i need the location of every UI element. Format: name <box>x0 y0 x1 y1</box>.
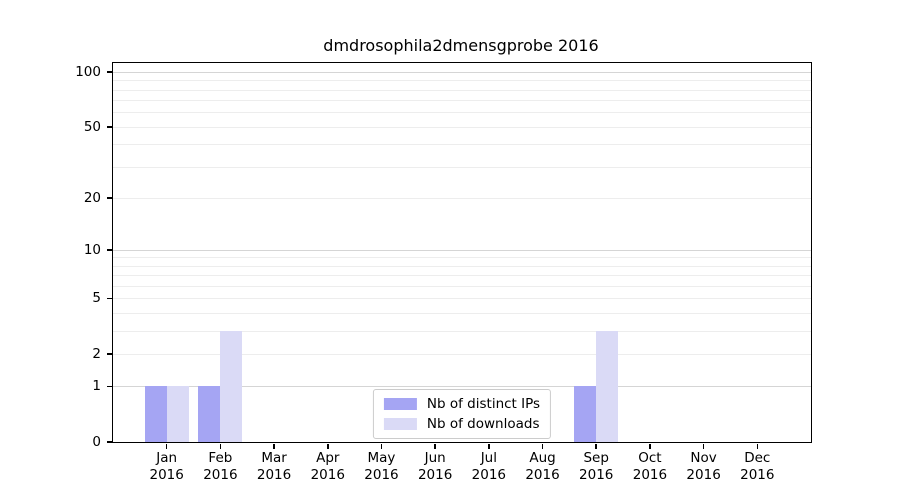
x-tick-mark <box>649 444 651 449</box>
legend-swatch <box>383 398 417 410</box>
x-tick-month: Feb <box>208 450 233 466</box>
y-tick-mark <box>106 126 112 128</box>
x-tick-label: May 2016 <box>349 450 413 484</box>
gridline-minor <box>113 330 811 332</box>
y-tick-label: 0 <box>92 434 101 450</box>
gridline-minor <box>113 257 811 259</box>
x-tick-year: 2016 <box>686 467 721 483</box>
gridline-minor <box>113 144 811 146</box>
legend-label: Nb of distinct IPs <box>426 396 541 412</box>
x-tick-year: 2016 <box>525 467 560 483</box>
y-tick-label: 100 <box>75 64 101 80</box>
gridline-minor <box>113 197 811 199</box>
y-tick-label: 50 <box>83 118 101 135</box>
x-tick-year: 2016 <box>579 467 614 483</box>
gridline-minor <box>113 112 811 114</box>
x-tick-year: 2016 <box>203 467 238 483</box>
x-tick-month: Jun <box>424 450 446 466</box>
gridline-minor <box>113 285 811 287</box>
x-tick-month: Jan <box>156 450 178 466</box>
y-tick-mark <box>106 71 112 73</box>
x-tick-mark <box>541 444 544 449</box>
legend: Nb of distinct IPs Nb of downloads <box>372 389 552 439</box>
x-tick-label: Dec 2016 <box>725 450 789 484</box>
gridline-major <box>113 249 811 251</box>
bar-downloads <box>596 330 619 442</box>
gridline-minor <box>113 298 811 300</box>
gridline-minor <box>113 265 811 267</box>
x-tick-month: Aug <box>529 450 556 466</box>
x-tick-label: Jun 2016 <box>403 450 467 484</box>
plot-area: 0 1 2 5 10 20 50 100 Jan 2016 Feb 2016 Mar 2016 Apr 20… <box>75 62 812 483</box>
x-tick-mark <box>219 444 222 449</box>
x-tick-label: Jan 2016 <box>135 450 199 484</box>
legend-item: Nb of distinct IPs <box>383 396 541 412</box>
x-tick-month: Oct <box>638 450 662 466</box>
legend-label: Nb of downloads <box>426 416 540 432</box>
y-tick-mark <box>106 249 112 251</box>
x-tick-label: Mar 2016 <box>242 450 306 484</box>
x-tick-year: 2016 <box>149 467 184 483</box>
x-tick-month: Nov <box>690 450 717 466</box>
x-tick-mark <box>488 444 490 449</box>
chart-title: dmdrosophila2dmensgprobe 2016 <box>323 36 599 55</box>
gridline-minor <box>113 166 811 168</box>
y-tick-mark <box>106 353 112 355</box>
x-tick-year: 2016 <box>632 467 668 483</box>
x-tick-label: Feb 2016 <box>188 450 252 484</box>
y-tick-mark <box>106 385 112 388</box>
x-tick-month: Dec <box>744 450 771 466</box>
y-tick-label: 20 <box>83 189 101 206</box>
x-tick-year: 2016 <box>256 467 292 483</box>
x-tick-mark <box>327 444 329 449</box>
x-tick-label: Oct 2016 <box>618 450 682 484</box>
x-tick-mark <box>434 444 436 449</box>
x-tick-month: Jul <box>480 450 497 466</box>
x-tick-year: 2016 <box>740 467 775 483</box>
x-tick-mark <box>273 444 275 449</box>
x-tick-year: 2016 <box>364 467 399 483</box>
y-tick-label: 2 <box>92 345 101 362</box>
gridline-major <box>113 386 811 388</box>
x-tick-mark <box>595 444 597 449</box>
legend-item: Nb of downloads <box>383 416 540 432</box>
bar-distinct-ips <box>198 386 221 442</box>
x-tick-label: Aug 2016 <box>511 450 575 484</box>
y-tick-label: 1 <box>92 378 101 395</box>
x-tick-mark <box>380 444 383 449</box>
x-tick-month: Mar <box>261 450 287 466</box>
x-tick-label: Apr 2016 <box>296 450 360 484</box>
gridline-minor <box>113 353 811 355</box>
x-tick-mark <box>165 444 168 449</box>
x-tick-month: Sep <box>583 450 609 466</box>
x-tick-mark <box>756 444 759 449</box>
gridline-minor <box>113 89 811 91</box>
legend-swatch <box>383 418 417 430</box>
gridline-minor <box>113 80 811 82</box>
bar-downloads <box>166 386 189 442</box>
y-tick-mark <box>106 297 112 300</box>
x-tick-year: 2016 <box>471 467 507 483</box>
y-tick-label: 5 <box>92 290 101 307</box>
gridline-minor <box>113 312 811 314</box>
x-tick-label: Jul 2016 <box>457 450 521 484</box>
x-tick-label: Nov 2016 <box>672 450 736 484</box>
x-tick-year: 2016 <box>310 467 345 483</box>
y-tick-mark <box>106 197 112 199</box>
y-tick-label: 10 <box>83 241 101 258</box>
gridline-major <box>113 72 811 73</box>
x-tick-month: Apr <box>316 450 340 466</box>
x-tick-label: Sep 2016 <box>564 450 628 484</box>
y-tick-mark <box>106 441 112 443</box>
bar-distinct-ips <box>144 386 167 442</box>
x-tick-mark <box>702 444 705 449</box>
bar-distinct-ips <box>574 386 597 442</box>
gridline-minor <box>113 100 811 102</box>
bar-downloads <box>220 330 243 442</box>
x-tick-year: 2016 <box>417 467 453 483</box>
gridline-minor <box>113 126 811 128</box>
x-tick-month: May <box>367 450 396 466</box>
gridline-minor <box>113 275 811 277</box>
